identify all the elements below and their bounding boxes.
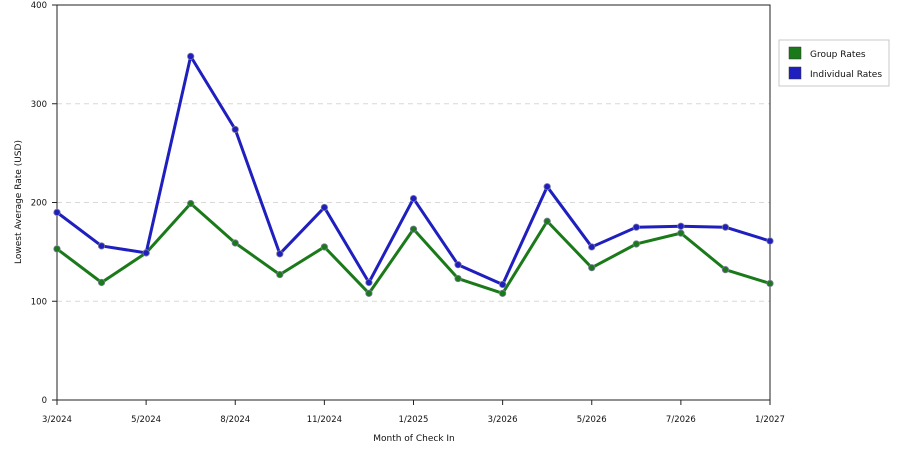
series-line-group-rates [56, 201, 771, 295]
y-tick-label: 0 [42, 396, 47, 406]
x-tick-label: 1/2025 [399, 415, 429, 425]
series-line-individual-rates [56, 54, 771, 286]
legend-swatch-group-rates [788, 46, 802, 60]
grid-lines [57, 103, 770, 302]
data-point-individual-rates [766, 237, 774, 245]
y-tick-label: 300 [31, 100, 47, 110]
x-tick-label: 1/2027 [755, 415, 785, 425]
series-lines [53, 52, 774, 297]
data-point-individual-rates [677, 222, 685, 230]
data-point-group-rates [231, 239, 239, 247]
data-point-group-rates [454, 274, 462, 283]
data-point-group-rates [543, 217, 551, 225]
data-point-group-rates [499, 289, 507, 297]
data-point-individual-rates [142, 249, 150, 257]
data-point-individual-rates [632, 223, 640, 231]
data-point-individual-rates [454, 261, 462, 269]
data-point-group-rates [187, 199, 195, 208]
data-point-group-rates [766, 279, 774, 288]
tick-labels: 0 100 200 300 400 3/2024 5/2024 8/2024 11/2024 1/… [31, 1, 785, 425]
data-point-group-rates [53, 245, 61, 253]
data-point-individual-rates [543, 183, 551, 191]
data-point-group-rates [276, 270, 284, 279]
x-tick-label: 11/2024 [307, 415, 342, 425]
data-point-group-rates [632, 240, 640, 248]
legend: Group Rates Individual Rates [778, 39, 890, 87]
data-point-individual-rates [97, 242, 106, 250]
x-tick-label: 8/2024 [220, 415, 250, 425]
y-tick-label: 200 [31, 199, 47, 209]
x-tick-label: 5/2024 [131, 415, 161, 425]
data-point-individual-rates [231, 125, 239, 134]
data-point-group-rates [365, 289, 373, 297]
data-point-group-rates [97, 278, 106, 287]
x-tick-label: 3/2024 [42, 415, 72, 425]
data-point-individual-rates [276, 250, 284, 258]
legend-swatch-individual-rates [788, 66, 802, 80]
data-point-group-rates [677, 229, 685, 237]
data-point-individual-rates [320, 203, 328, 212]
data-point-group-rates [409, 225, 418, 233]
data-point-group-rates [320, 243, 328, 251]
data-point-individual-rates [721, 223, 730, 231]
y-tick-label: 400 [31, 1, 47, 11]
legend-label-individual-rates: Individual Rates [810, 70, 882, 80]
y-tick-label: 100 [31, 297, 47, 307]
x-tick-label: 7/2026 [666, 415, 696, 425]
legend-label-group-rates: Group Rates [810, 50, 866, 60]
y-axis-title: Lowest Average Rate (USD) [14, 140, 24, 264]
x-tick-label: 5/2026 [577, 415, 607, 425]
data-point-individual-rates [499, 280, 507, 289]
data-point-individual-rates [53, 208, 61, 216]
data-point-individual-rates [409, 194, 418, 203]
data-point-individual-rates [365, 278, 373, 287]
axes [52, 4, 771, 405]
data-point-group-rates [588, 264, 596, 272]
data-point-group-rates [721, 266, 730, 274]
x-tick-label: 3/2026 [488, 415, 518, 425]
data-point-individual-rates [588, 243, 596, 251]
data-point-individual-rates [187, 52, 195, 60]
x-axis-title: Month of Check In [373, 434, 455, 444]
